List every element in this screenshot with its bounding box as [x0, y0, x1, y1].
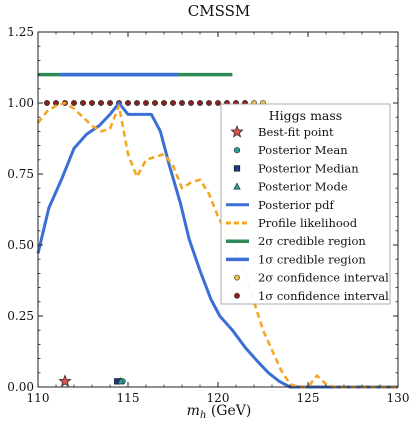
- x-tick-label: 115: [117, 391, 140, 405]
- best-fit-point-marker: [58, 374, 72, 387]
- posterior-mode-marker: [117, 377, 125, 385]
- legend-label: Posterior Mean: [258, 143, 348, 157]
- chart-title: CMSSM: [188, 2, 250, 20]
- confidence-dot-1sigma: [80, 100, 86, 106]
- y-tick-label: 0.50: [7, 238, 34, 252]
- confidence-dot-1sigma: [89, 100, 95, 106]
- x-tick-label: 120: [207, 391, 230, 405]
- legend-label: Posterior Median: [258, 161, 359, 175]
- confidence-dot-1sigma: [170, 100, 176, 106]
- x-tick-label: 110: [27, 391, 50, 405]
- confidence-dot-1sigma: [107, 100, 113, 106]
- y-tick-label: 0.25: [7, 309, 34, 323]
- legend-label: 1σ credible region: [258, 252, 366, 266]
- confidence-dot-1sigma: [98, 100, 104, 106]
- y-tick-label: 0.00: [7, 380, 34, 394]
- confidence-dot-1sigma: [44, 100, 50, 106]
- legend-marker: [233, 165, 241, 172]
- confidence-dot-1sigma: [179, 100, 185, 106]
- legend-label: 2σ confidence interval: [258, 271, 389, 285]
- x-axis-label: mh (GeV): [187, 403, 252, 421]
- legend-marker: [234, 274, 240, 281]
- posterior-pdf-line: [36, 101, 398, 389]
- legend-marker: [233, 182, 241, 190]
- legend-title: Higgs mass: [269, 108, 342, 123]
- confidence-dot-1sigma: [197, 100, 203, 106]
- legend-label: Posterior pdf: [258, 198, 334, 212]
- legend-label: 2σ credible region: [258, 234, 366, 248]
- legend-marker: [233, 147, 241, 154]
- legend-label: 1σ confidence interval: [258, 289, 389, 303]
- legend-label: Profile likelihood: [258, 216, 358, 230]
- confidence-dot-1sigma: [134, 100, 140, 106]
- confidence-dot-1sigma: [125, 100, 131, 106]
- legend-label: Best-fit point: [258, 125, 334, 139]
- confidence-dot-1sigma: [206, 100, 212, 106]
- legend-marker: [230, 125, 244, 138]
- x-tick-label: 130: [387, 391, 410, 405]
- confidence-dot-1sigma: [143, 100, 149, 106]
- x-tick-label: 125: [297, 391, 320, 405]
- confidence-dot-1sigma: [71, 100, 77, 106]
- y-tick-label: 1.25: [7, 25, 34, 39]
- legend-marker: [234, 292, 240, 299]
- y-tick-label: 0.75: [7, 167, 34, 181]
- confidence-dot-1sigma: [215, 100, 221, 106]
- confidence-dot-1sigma: [188, 100, 194, 106]
- legend-box: [220, 103, 391, 305]
- confidence-dot-1sigma: [152, 100, 158, 106]
- y-tick-label: 1.00: [7, 96, 34, 110]
- confidence-dot-1sigma: [161, 100, 167, 106]
- legend-label: Posterior Mode: [258, 180, 348, 194]
